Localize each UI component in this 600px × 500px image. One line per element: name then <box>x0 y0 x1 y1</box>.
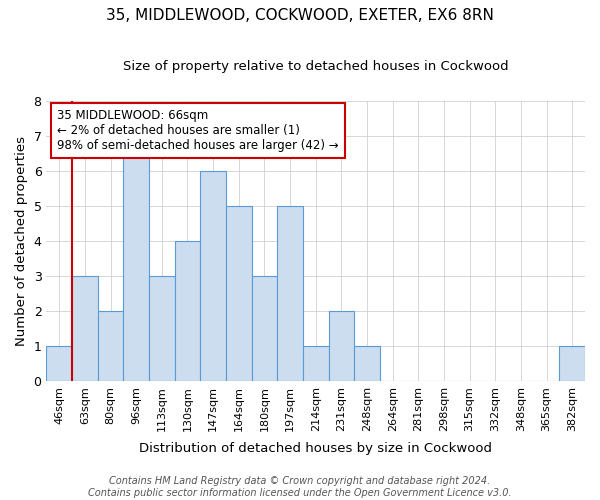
Bar <box>354 346 380 381</box>
Bar <box>98 311 124 381</box>
Bar <box>124 136 149 381</box>
Bar <box>72 276 98 381</box>
Bar <box>175 240 200 381</box>
Bar <box>251 276 277 381</box>
Title: Size of property relative to detached houses in Cockwood: Size of property relative to detached ho… <box>123 60 509 73</box>
Bar <box>149 276 175 381</box>
Text: Contains HM Land Registry data © Crown copyright and database right 2024.
Contai: Contains HM Land Registry data © Crown c… <box>88 476 512 498</box>
Text: 35, MIDDLEWOOD, COCKWOOD, EXETER, EX6 8RN: 35, MIDDLEWOOD, COCKWOOD, EXETER, EX6 8R… <box>106 8 494 22</box>
Y-axis label: Number of detached properties: Number of detached properties <box>15 136 28 346</box>
Bar <box>559 346 585 381</box>
X-axis label: Distribution of detached houses by size in Cockwood: Distribution of detached houses by size … <box>139 442 492 455</box>
Bar <box>303 346 329 381</box>
Text: 35 MIDDLEWOOD: 66sqm
← 2% of detached houses are smaller (1)
98% of semi-detache: 35 MIDDLEWOOD: 66sqm ← 2% of detached ho… <box>57 109 339 152</box>
Bar <box>200 170 226 381</box>
Bar <box>329 311 354 381</box>
Bar <box>46 346 72 381</box>
Bar <box>226 206 251 381</box>
Bar <box>277 206 303 381</box>
